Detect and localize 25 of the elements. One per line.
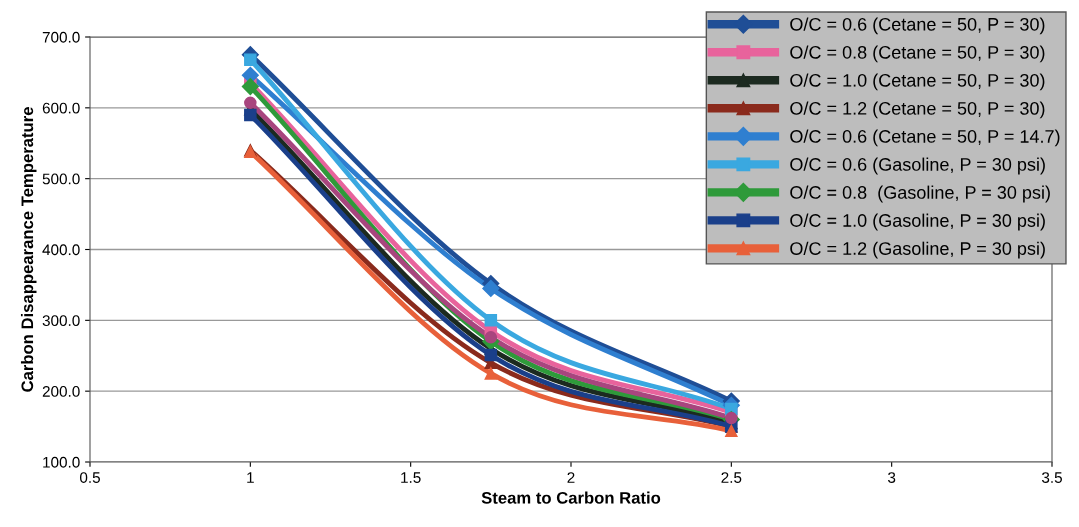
y-tick-label: 200.0 <box>42 386 80 397</box>
legend-label: O/C = 1.2 (Gasoline, P = 30 psi) <box>790 241 1045 259</box>
x-tick-label: 2 <box>567 472 575 483</box>
x-tick-label: 1 <box>247 472 254 483</box>
x-tick-label: 3 <box>888 472 896 483</box>
x-tick-label: 1.5 <box>401 472 421 483</box>
legend-label: O/C = 0.8 (Cetane = 50, P = 30) <box>790 45 1045 63</box>
legend-label: O/C = 0.6 (Cetane = 50, P = 30) <box>790 17 1045 35</box>
y-tick-label: 400.0 <box>42 244 80 256</box>
x-axis-title: Steam to Carbon Ratio <box>481 491 661 504</box>
y-tick-label: 100.0 <box>43 456 80 468</box>
y-tick-label: 600.0 <box>42 102 80 114</box>
legend-label: O/C = 0.8 (Gasoline, P = 30 psi) <box>790 185 1050 203</box>
x-tick-label: 0.5 <box>79 472 100 483</box>
y-axis-title: Carbon Disappearance Temperature <box>20 107 37 392</box>
x-tick-label: 3.5 <box>1041 472 1062 483</box>
y-tick-label: 500.0 <box>42 173 80 185</box>
legend-label: O/C = 1.2 (Cetane = 50, P = 30) <box>790 101 1045 119</box>
legend-label: O/C = 0.6 (Cetane = 50, P = 14.7) <box>790 129 1060 147</box>
y-tick-label: 300.0 <box>42 315 80 327</box>
legend-label: O/C = 0.6 (Gasoline, P = 30 psi) <box>790 157 1045 175</box>
y-tick-label: 700.0 <box>42 31 80 43</box>
legend-label: O/C = 1.0 (Gasoline, P = 30 psi) <box>790 213 1045 231</box>
legend-label: O/C = 1.0 (Cetane = 50, P = 30) <box>790 73 1045 91</box>
x-tick-label: 2.5 <box>721 472 742 483</box>
